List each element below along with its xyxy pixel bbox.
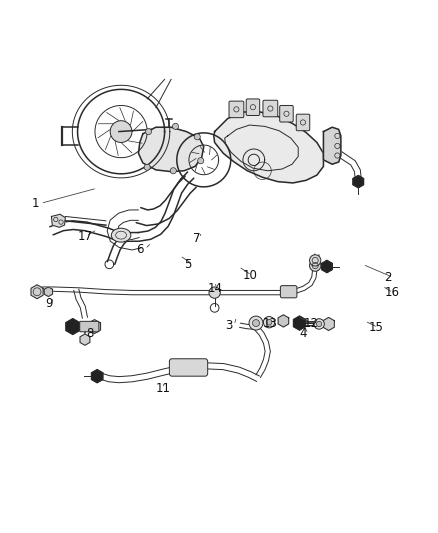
Text: 11: 11: [156, 382, 171, 395]
Text: 6: 6: [136, 243, 144, 256]
Text: 1: 1: [32, 197, 39, 210]
Polygon shape: [44, 287, 53, 296]
Polygon shape: [323, 318, 334, 330]
Polygon shape: [321, 261, 332, 272]
Circle shape: [194, 134, 200, 140]
Text: 5: 5: [184, 258, 191, 271]
FancyBboxPatch shape: [80, 321, 99, 332]
FancyBboxPatch shape: [170, 359, 208, 376]
Polygon shape: [138, 127, 204, 172]
Polygon shape: [88, 320, 101, 334]
Circle shape: [263, 317, 275, 328]
Circle shape: [144, 164, 150, 171]
Polygon shape: [293, 316, 306, 330]
FancyBboxPatch shape: [280, 106, 293, 122]
Text: 13: 13: [262, 317, 277, 329]
Circle shape: [209, 287, 220, 298]
Polygon shape: [214, 112, 323, 183]
Circle shape: [198, 158, 204, 164]
Polygon shape: [323, 127, 341, 164]
Text: 4: 4: [300, 327, 307, 341]
FancyBboxPatch shape: [229, 101, 244, 118]
FancyBboxPatch shape: [263, 100, 278, 117]
Text: 8: 8: [86, 327, 94, 341]
Circle shape: [266, 319, 272, 325]
Text: 15: 15: [369, 321, 384, 334]
Text: 3: 3: [226, 319, 233, 332]
Circle shape: [145, 128, 152, 135]
Text: 2: 2: [385, 271, 392, 284]
FancyBboxPatch shape: [246, 99, 260, 116]
Circle shape: [110, 120, 132, 142]
FancyBboxPatch shape: [280, 286, 297, 298]
Circle shape: [253, 320, 259, 327]
Text: 10: 10: [243, 269, 258, 282]
Text: 9: 9: [45, 297, 53, 310]
Circle shape: [314, 319, 324, 329]
Polygon shape: [51, 214, 65, 228]
Circle shape: [170, 168, 177, 174]
Circle shape: [249, 316, 263, 330]
Text: 7: 7: [193, 232, 201, 245]
Polygon shape: [80, 334, 90, 345]
Polygon shape: [66, 319, 80, 334]
Circle shape: [173, 123, 179, 130]
Polygon shape: [31, 285, 43, 298]
Text: 12: 12: [304, 317, 319, 329]
Text: 17: 17: [78, 230, 92, 243]
Text: 16: 16: [385, 286, 399, 299]
Text: 14: 14: [208, 282, 223, 295]
Polygon shape: [92, 370, 103, 383]
Ellipse shape: [111, 228, 131, 242]
FancyBboxPatch shape: [296, 114, 310, 131]
Polygon shape: [353, 175, 364, 188]
Polygon shape: [278, 315, 289, 327]
Circle shape: [310, 255, 321, 266]
Circle shape: [310, 260, 321, 271]
Circle shape: [317, 321, 322, 327]
